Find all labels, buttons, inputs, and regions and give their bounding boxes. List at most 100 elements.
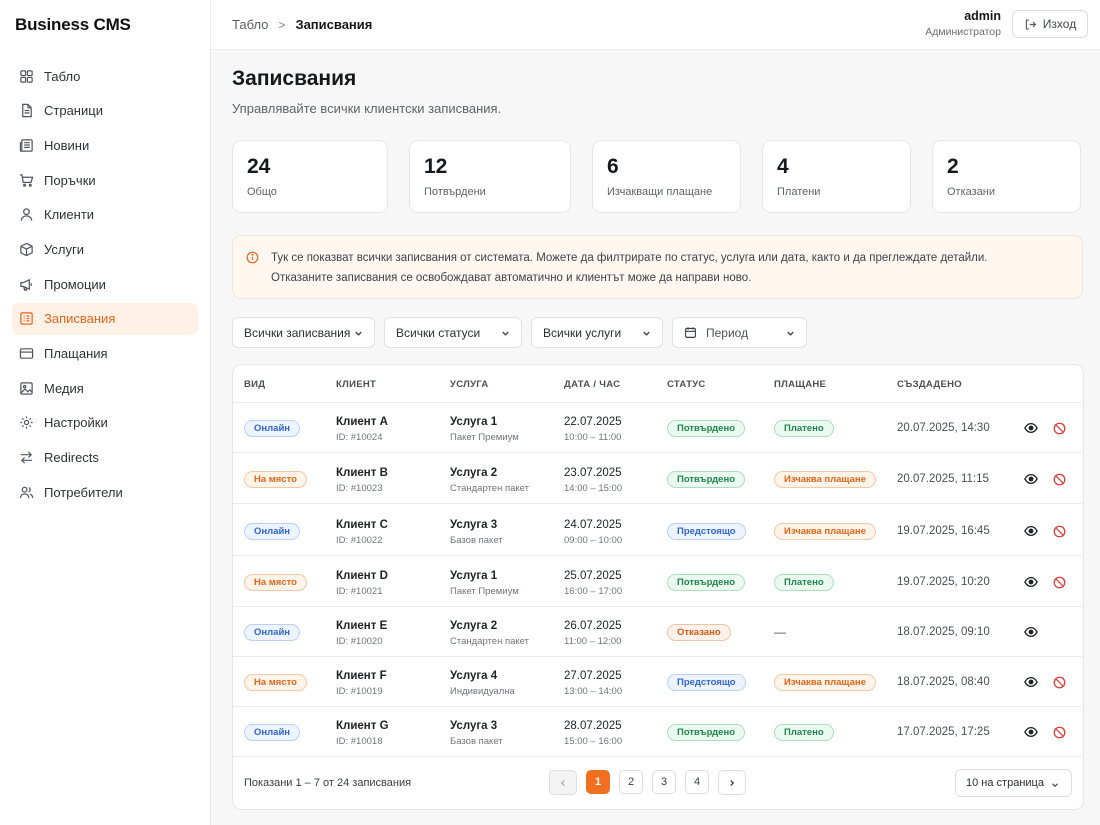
sidebar-item-users[interactable]: Потребители bbox=[12, 476, 198, 508]
service-filter-select[interactable]: Всички услуги bbox=[531, 317, 663, 348]
table-row[interactable]: Онлайн Клиент C ID: #10022 Услуга 3 Базо… bbox=[233, 506, 1083, 556]
created-at: 18.07.2025, 09:10 bbox=[897, 626, 990, 638]
table-row[interactable]: На място Клиент B ID: #10023 Услуга 2 Ст… bbox=[233, 454, 1083, 504]
page-button-1[interactable]: 1 bbox=[586, 770, 610, 794]
newspaper-icon bbox=[19, 138, 34, 153]
client-name: Клиент B bbox=[336, 467, 388, 479]
sidebar-item-dashboard[interactable]: Табло bbox=[12, 60, 198, 92]
table-row[interactable]: Онлайн Клиент E ID: #10020 Услуга 2 Стан… bbox=[233, 607, 1083, 657]
client-name: Клиент E bbox=[336, 620, 388, 632]
eye-icon[interactable] bbox=[1024, 525, 1038, 537]
cancel-icon[interactable] bbox=[1053, 473, 1066, 486]
sidebar-item-services[interactable]: Услуги bbox=[12, 233, 198, 265]
page-button-2[interactable]: 2 bbox=[619, 770, 643, 794]
prev-page-button[interactable] bbox=[549, 770, 577, 795]
per-page-value: 10 на страница bbox=[966, 777, 1044, 789]
sidebar-item-bookings[interactable]: Записвания bbox=[12, 302, 198, 335]
page-subtitle: Управлявайте всички клиентски записвания… bbox=[232, 101, 502, 116]
eye-icon[interactable] bbox=[1024, 676, 1038, 688]
sidebar-item-news[interactable]: Новини bbox=[12, 129, 198, 161]
type-badge: Онлайн bbox=[244, 420, 301, 437]
eye-icon[interactable] bbox=[1024, 422, 1038, 434]
eye-icon[interactable] bbox=[1024, 473, 1038, 485]
created-at: 20.07.2025, 11:15 bbox=[897, 473, 989, 485]
sidebar-item-pages[interactable]: Страници bbox=[12, 95, 198, 127]
brand-logo: Business CMS bbox=[15, 15, 131, 34]
eye-icon[interactable] bbox=[1024, 626, 1038, 638]
cancel-icon[interactable] bbox=[1053, 676, 1066, 689]
logout-button[interactable]: Изход bbox=[1012, 10, 1088, 38]
grid-icon bbox=[19, 69, 34, 84]
client-id: ID: #10018 bbox=[336, 736, 383, 747]
next-page-button[interactable] bbox=[718, 770, 746, 795]
sidebar-item-label: Клиенти bbox=[44, 207, 95, 223]
type-filter-select[interactable]: Всички записвания bbox=[232, 317, 375, 348]
period-filter-picker[interactable]: Период bbox=[672, 317, 807, 348]
column-header-datetime: ДАТА / ЧАС bbox=[564, 379, 621, 390]
booking-date: 22.07.2025 bbox=[564, 416, 622, 428]
table-row[interactable]: На място Клиент D ID: #10021 Услуга 1 Па… bbox=[233, 557, 1083, 607]
sidebar-item-redirects[interactable]: Redirects bbox=[12, 442, 198, 474]
stat-label: Общо bbox=[247, 186, 277, 198]
booking-date: 28.07.2025 bbox=[564, 720, 622, 732]
breadcrumb-root[interactable]: Табло bbox=[232, 17, 269, 32]
service-name: Услуга 4 bbox=[450, 670, 498, 682]
eye-icon[interactable] bbox=[1024, 576, 1038, 588]
pagination-summary: Показани 1 – 7 от 24 записвания bbox=[244, 777, 412, 789]
table-row[interactable]: Онлайн Клиент A ID: #10024 Услуга 1 Паке… bbox=[233, 403, 1083, 453]
booking-time: 16:00 – 17:00 bbox=[564, 586, 623, 597]
sidebar-item-orders[interactable]: Поръчки bbox=[12, 164, 198, 196]
cancel-icon[interactable] bbox=[1053, 422, 1066, 435]
column-header-type: ВИД bbox=[244, 379, 266, 390]
booking-date: 27.07.2025 bbox=[564, 670, 622, 682]
per-page-select[interactable]: 10 на страница bbox=[955, 769, 1072, 797]
chevron-down-icon bbox=[355, 331, 362, 336]
status-badge: Предстоящо bbox=[667, 674, 746, 691]
cancel-icon[interactable] bbox=[1053, 576, 1066, 589]
topbar: Табло > Записвания admin Администратор И… bbox=[211, 0, 1100, 50]
sidebar-item-promotions[interactable]: Промоции bbox=[12, 268, 198, 300]
cancel-icon[interactable] bbox=[1053, 726, 1066, 739]
client-id: ID: #10021 bbox=[336, 586, 383, 597]
table-row[interactable]: Онлайн Клиент G ID: #10018 Услуга 3 Базо… bbox=[233, 707, 1083, 757]
booking-date: 25.07.2025 bbox=[564, 570, 622, 582]
sidebar-item-label: Плащания bbox=[44, 346, 108, 361]
service-name: Услуга 2 bbox=[450, 467, 498, 479]
sidebar-item-payments[interactable]: Плащания bbox=[12, 338, 198, 370]
sidebar-item-media[interactable]: Медия bbox=[12, 372, 198, 404]
client-name: Клиент A bbox=[336, 416, 388, 428]
client-name: Клиент C bbox=[336, 519, 388, 531]
sidebar-nav: Табло Страници Новини Поръчки Клиенти Ус… bbox=[0, 50, 210, 508]
payment-badge: Изчаква плащане bbox=[774, 523, 876, 540]
column-header-payment: ПЛАЩАНЕ bbox=[774, 379, 827, 390]
logout-label: Изход bbox=[1042, 17, 1077, 31]
booking-date: 24.07.2025 bbox=[564, 519, 622, 531]
cancel-icon[interactable] bbox=[1053, 525, 1066, 538]
sidebar-item-clients[interactable]: Клиенти bbox=[12, 199, 198, 231]
service-name: Услуга 1 bbox=[450, 570, 498, 582]
sidebar-item-label: Новини bbox=[44, 137, 90, 153]
page-title: Записвания bbox=[232, 67, 357, 90]
type-badge: На място bbox=[244, 574, 307, 591]
sidebar-item-label: Настройки bbox=[44, 415, 108, 431]
calendar-list-icon bbox=[19, 311, 34, 326]
status-filter-select[interactable]: Всички статуси bbox=[384, 317, 522, 348]
column-header-status: СТАТУС bbox=[667, 379, 706, 390]
eye-icon[interactable] bbox=[1024, 726, 1038, 738]
service-name: Услуга 1 bbox=[450, 416, 498, 428]
stat-value: 2 bbox=[947, 155, 959, 178]
stat-value: 24 bbox=[247, 155, 271, 178]
info-text-line1: Тук се показват всички записвания от сис… bbox=[271, 252, 988, 264]
booking-time: 10:00 – 11:00 bbox=[564, 432, 622, 443]
stat-card-total: 24 Общо bbox=[232, 140, 388, 213]
client-id: ID: #10023 bbox=[336, 483, 383, 494]
page-button-3[interactable]: 3 bbox=[652, 770, 676, 794]
sidebar-item-settings[interactable]: Настройки bbox=[12, 407, 198, 439]
breadcrumb-current: Записвания bbox=[295, 17, 373, 32]
sidebar-item-label: Поръчки bbox=[44, 172, 96, 188]
stat-card-awaiting-payment: 6 Изчакващи плащане bbox=[592, 140, 741, 213]
page-button-4[interactable]: 4 bbox=[685, 770, 709, 794]
chevron-right-icon: > bbox=[278, 17, 286, 32]
booking-time: 15:00 – 16:00 bbox=[564, 736, 623, 747]
table-row[interactable]: На място Клиент F ID: #10019 Услуга 4 Ин… bbox=[233, 657, 1083, 707]
